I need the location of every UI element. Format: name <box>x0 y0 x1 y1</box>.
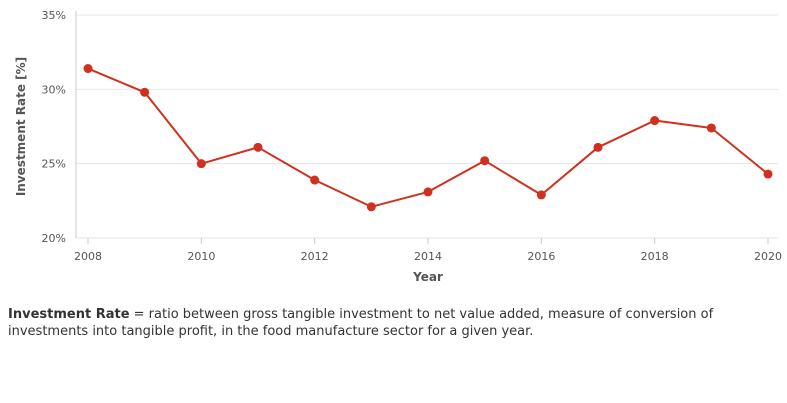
data-point <box>366 202 376 212</box>
investment-rate-chart: 20% 25% 30% 35% 2008 2010 2012 2014 2016 2018 202… <box>14 9 782 284</box>
x-tick-label: 2012 <box>301 250 329 263</box>
y-tick-label: 20% <box>42 232 66 245</box>
data-point <box>423 187 433 197</box>
x-tick-label: 2010 <box>187 250 215 263</box>
data-point <box>536 190 546 200</box>
definition-term: Investment Rate <box>8 307 130 322</box>
x-tick-labels: 2008 2010 2012 2014 2016 2018 2020 <box>74 250 782 263</box>
y-tick-label: 35% <box>42 9 66 22</box>
data-point <box>196 159 206 169</box>
y-axis-title: Investment Rate [%] <box>14 57 28 196</box>
data-point <box>253 142 263 152</box>
data-point <box>83 64 93 74</box>
axes <box>75 11 769 244</box>
definition-text: = ratio between gross tangible investmen… <box>8 307 714 339</box>
data-point <box>763 169 773 179</box>
x-tick-label: 2008 <box>74 250 102 263</box>
series-investment-rate <box>83 64 773 212</box>
data-point <box>593 142 603 152</box>
data-point <box>650 116 660 126</box>
x-tick-label: 2018 <box>641 250 669 263</box>
x-tick-label: 2014 <box>414 250 442 263</box>
definition-note: Investment Rate = ratio between gross ta… <box>8 306 768 340</box>
y-tick-label: 30% <box>42 83 66 96</box>
data-point <box>310 175 320 185</box>
grid-lines <box>76 14 778 239</box>
y-tick-labels: 20% 25% 30% 35% <box>42 9 66 245</box>
x-tick-label: 2020 <box>754 250 782 263</box>
x-axis-title: Year <box>412 270 443 284</box>
data-point <box>706 123 716 133</box>
x-tick-label: 2016 <box>527 250 555 263</box>
data-point <box>140 87 150 97</box>
data-point <box>480 156 490 166</box>
y-tick-label: 25% <box>42 158 66 171</box>
